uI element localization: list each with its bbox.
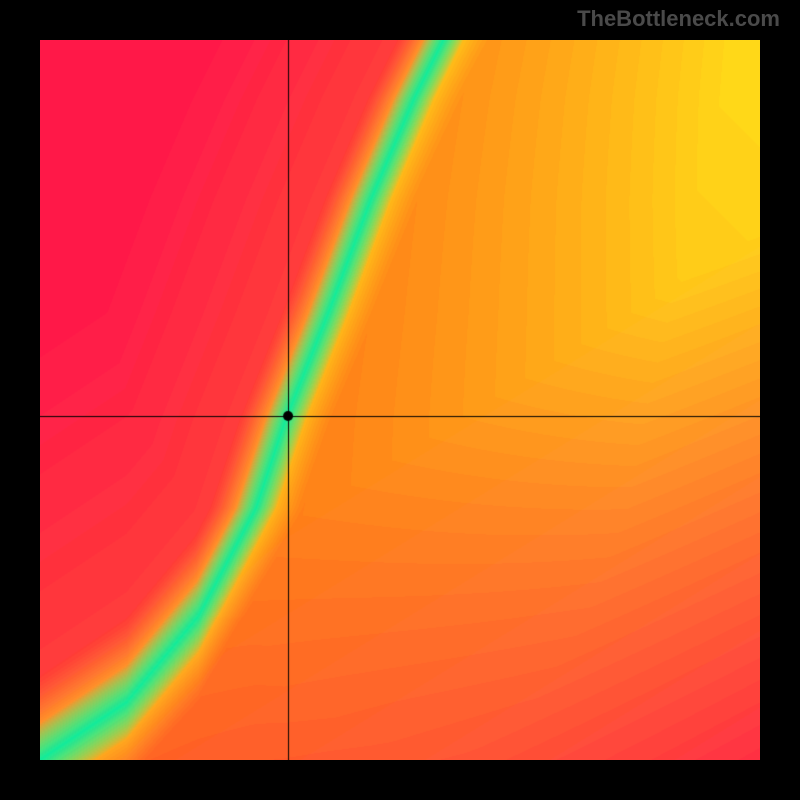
watermark-text: TheBottleneck.com [577,6,780,32]
bottleneck-heatmap [40,40,760,760]
chart-container: TheBottleneck.com [0,0,800,800]
